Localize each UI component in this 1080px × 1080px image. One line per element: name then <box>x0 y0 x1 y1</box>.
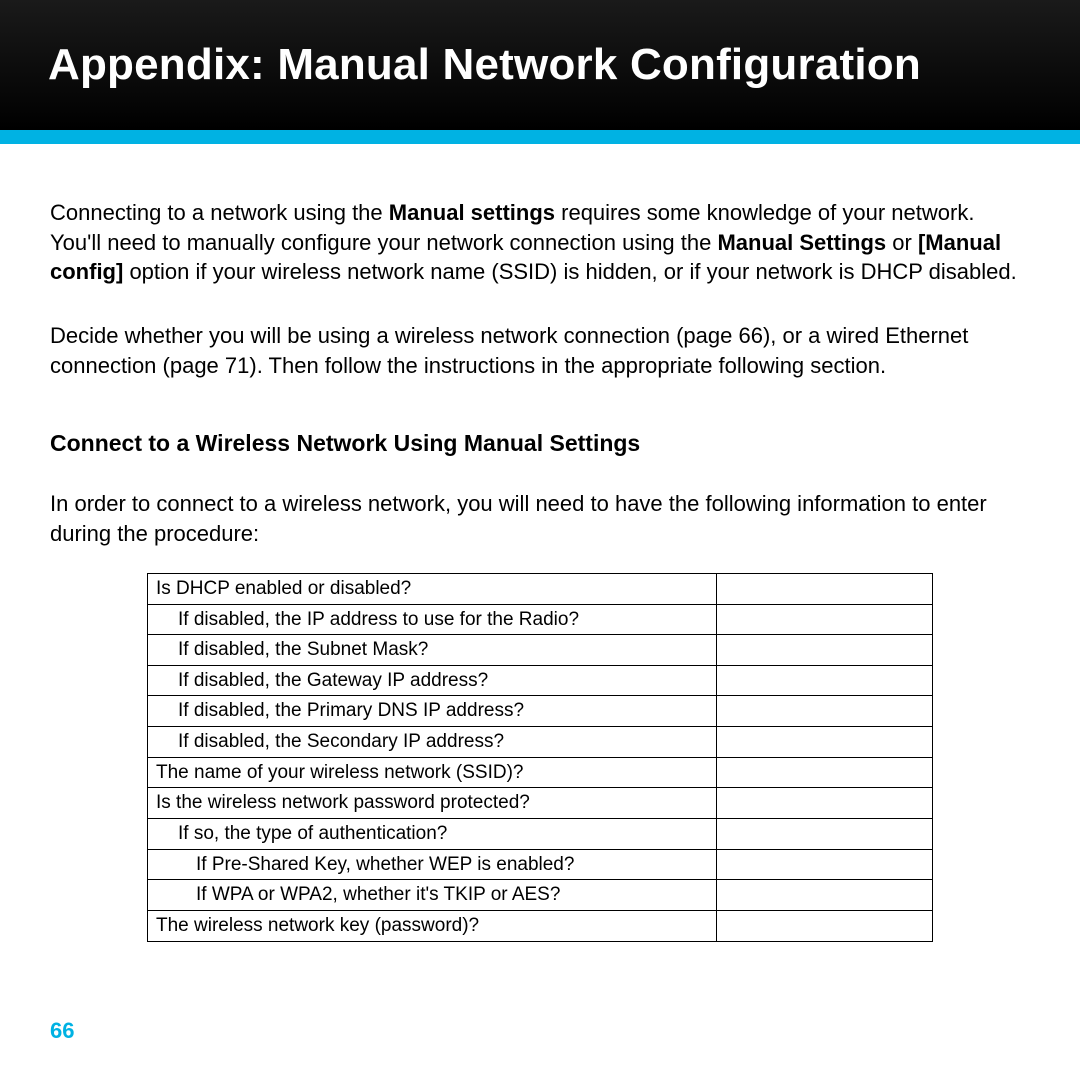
section-heading: Connect to a Wireless Network Using Manu… <box>50 428 1030 459</box>
table-cell-text: If so, the type of authentication? <box>156 821 447 847</box>
table-row: The name of your wireless network (SSID)… <box>148 757 933 788</box>
table-cell-answer <box>717 818 933 849</box>
table-cell-question: The name of your wireless network (SSID)… <box>148 757 717 788</box>
intro-paragraph-1: Connecting to a network using the Manual… <box>50 198 1030 287</box>
text-run: Connecting to a network using the <box>50 200 389 225</box>
table-cell-question: If WPA or WPA2, whether it's TKIP or AES… <box>148 880 717 911</box>
table-cell-question: If disabled, the Primary DNS IP address? <box>148 696 717 727</box>
table-cell-answer <box>717 880 933 911</box>
table-cell-question: If disabled, the Secondary IP address? <box>148 727 717 758</box>
table-row: Is DHCP enabled or disabled? <box>148 573 933 604</box>
table-cell-text: Is the wireless network password protect… <box>156 792 530 813</box>
table-cell-answer <box>717 573 933 604</box>
table-cell-text: If Pre-Shared Key, whether WEP is enable… <box>156 852 574 878</box>
intro-paragraph-2: Decide whether you will be using a wirel… <box>50 321 1030 380</box>
header-band: Appendix: Manual Network Configuration <box>0 0 1080 130</box>
table-cell-answer <box>717 604 933 635</box>
info-table: Is DHCP enabled or disabled? If disabled,… <box>147 573 933 942</box>
table-cell-text: If disabled, the IP address to use for t… <box>156 607 579 633</box>
table-row: If WPA or WPA2, whether it's TKIP or AES… <box>148 880 933 911</box>
table-row: If disabled, the Subnet Mask? <box>148 635 933 666</box>
table-cell-question: The wireless network key (password)? <box>148 910 717 941</box>
table-cell-answer <box>717 910 933 941</box>
table-cell-answer <box>717 757 933 788</box>
table-cell-text: The name of your wireless network (SSID)… <box>156 762 523 783</box>
table-cell-answer <box>717 727 933 758</box>
table-cell-text: If disabled, the Secondary IP address? <box>156 729 504 755</box>
table-cell-answer <box>717 635 933 666</box>
table-row: If disabled, the Primary DNS IP address? <box>148 696 933 727</box>
table-cell-text: The wireless network key (password)? <box>156 915 479 936</box>
table-cell-answer <box>717 665 933 696</box>
table-cell-question: Is DHCP enabled or disabled? <box>148 573 717 604</box>
table-row: Is the wireless network password protect… <box>148 788 933 819</box>
bold-run: Manual settings <box>389 200 555 225</box>
text-run: option if your wireless network name (SS… <box>123 259 1016 284</box>
table-row: If disabled, the IP address to use for t… <box>148 604 933 635</box>
table-cell-answer <box>717 788 933 819</box>
table-cell-question: Is the wireless network password protect… <box>148 788 717 819</box>
table-cell-text: If disabled, the Subnet Mask? <box>156 637 428 663</box>
accent-bar <box>0 130 1080 144</box>
table-cell-text: If WPA or WPA2, whether it's TKIP or AES… <box>156 882 560 908</box>
table-row: If Pre-Shared Key, whether WEP is enable… <box>148 849 933 880</box>
table-row: The wireless network key (password)? <box>148 910 933 941</box>
table-row: If so, the type of authentication? <box>148 818 933 849</box>
info-table-body: Is DHCP enabled or disabled? If disabled,… <box>148 573 933 941</box>
table-cell-text: If disabled, the Gateway IP address? <box>156 668 488 694</box>
table-cell-question: If Pre-Shared Key, whether WEP is enable… <box>148 849 717 880</box>
page-title: Appendix: Manual Network Configuration <box>48 40 921 90</box>
section-paragraph: In order to connect to a wireless networ… <box>50 489 1030 548</box>
content-area: Connecting to a network using the Manual… <box>0 144 1080 942</box>
table-cell-question: If disabled, the Gateway IP address? <box>148 665 717 696</box>
table-cell-text: Is DHCP enabled or disabled? <box>156 578 411 599</box>
table-cell-text: If disabled, the Primary DNS IP address? <box>156 698 524 724</box>
text-run: or <box>886 230 918 255</box>
table-row: If disabled, the Gateway IP address? <box>148 665 933 696</box>
table-row: If disabled, the Secondary IP address? <box>148 727 933 758</box>
table-cell-answer <box>717 849 933 880</box>
bold-run: Manual Settings <box>717 230 886 255</box>
table-cell-question: If disabled, the Subnet Mask? <box>148 635 717 666</box>
table-cell-answer <box>717 696 933 727</box>
table-cell-question: If so, the type of authentication? <box>148 818 717 849</box>
table-cell-question: If disabled, the IP address to use for t… <box>148 604 717 635</box>
page-number: 66 <box>50 1018 74 1044</box>
